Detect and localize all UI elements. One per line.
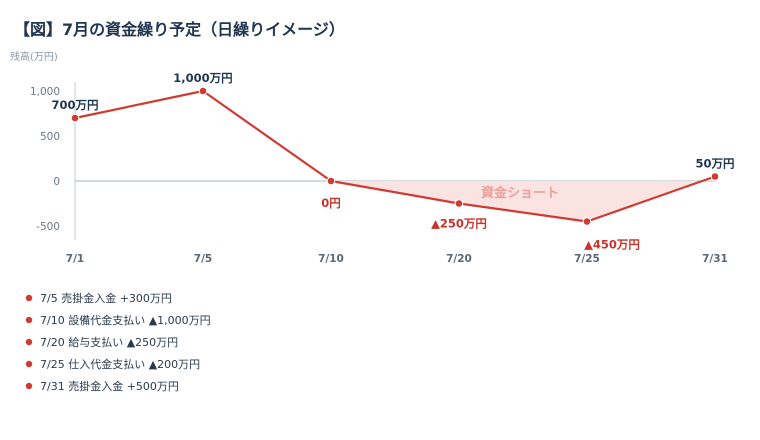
data-point <box>198 86 208 96</box>
x-tick-label: 7/10 <box>318 253 344 265</box>
data-label: 50万円 <box>695 157 734 171</box>
x-tick-label: 7/1 <box>66 253 84 265</box>
data-point <box>710 172 720 181</box>
series-line-segment <box>73 89 205 120</box>
data-label: 1,000万円 <box>173 71 232 85</box>
note-item: 7/10 設備代金支払い ▲1,000万円 <box>40 313 211 327</box>
note-item: 7/5 売掛金入金 +300万円 <box>40 291 172 305</box>
data-label: 700万円 <box>51 98 98 112</box>
data-label: ▲250万円 <box>431 217 487 231</box>
note-bullet-icon <box>25 360 33 368</box>
series-line-segment <box>585 175 717 223</box>
x-tick-label: 7/31 <box>702 253 728 265</box>
y-tick-label: 0 <box>53 176 60 188</box>
note-item: 7/20 給与支払い ▲250万円 <box>40 335 178 349</box>
y-tick-label: 500 <box>40 131 60 143</box>
series-line-segment <box>329 179 461 205</box>
x-tick-label: 7/25 <box>574 253 600 265</box>
chart-title: 【図】7月の資金繰り予定（日繰りイメージ） <box>14 20 345 39</box>
series-line-segment <box>457 202 589 223</box>
y-axis-label: 残高(万円) <box>10 50 58 63</box>
note-item: 7/25 仕入代金支払い ▲200万円 <box>40 357 200 371</box>
data-point <box>454 199 464 208</box>
data-point <box>70 113 80 123</box>
y-tick-label: -500 <box>36 221 60 233</box>
note-item: 7/31 売掛金入金 +500万円 <box>40 379 179 393</box>
y-tick-label: 1,000 <box>30 86 60 98</box>
series-line-segment <box>201 89 333 183</box>
x-tick-label: 7/5 <box>194 253 212 265</box>
note-bullet-icon <box>25 316 33 324</box>
data-point <box>582 217 592 226</box>
note-bullet-icon <box>25 382 33 390</box>
x-tick-label: 7/20 <box>446 253 472 265</box>
data-point <box>326 176 336 186</box>
cash-shortage-label: 資金ショート <box>481 185 559 201</box>
data-label: ▲450万円 <box>584 238 640 252</box>
note-bullet-icon <box>25 338 33 346</box>
note-bullet-icon <box>25 294 33 302</box>
data-label: 0円 <box>321 196 341 210</box>
